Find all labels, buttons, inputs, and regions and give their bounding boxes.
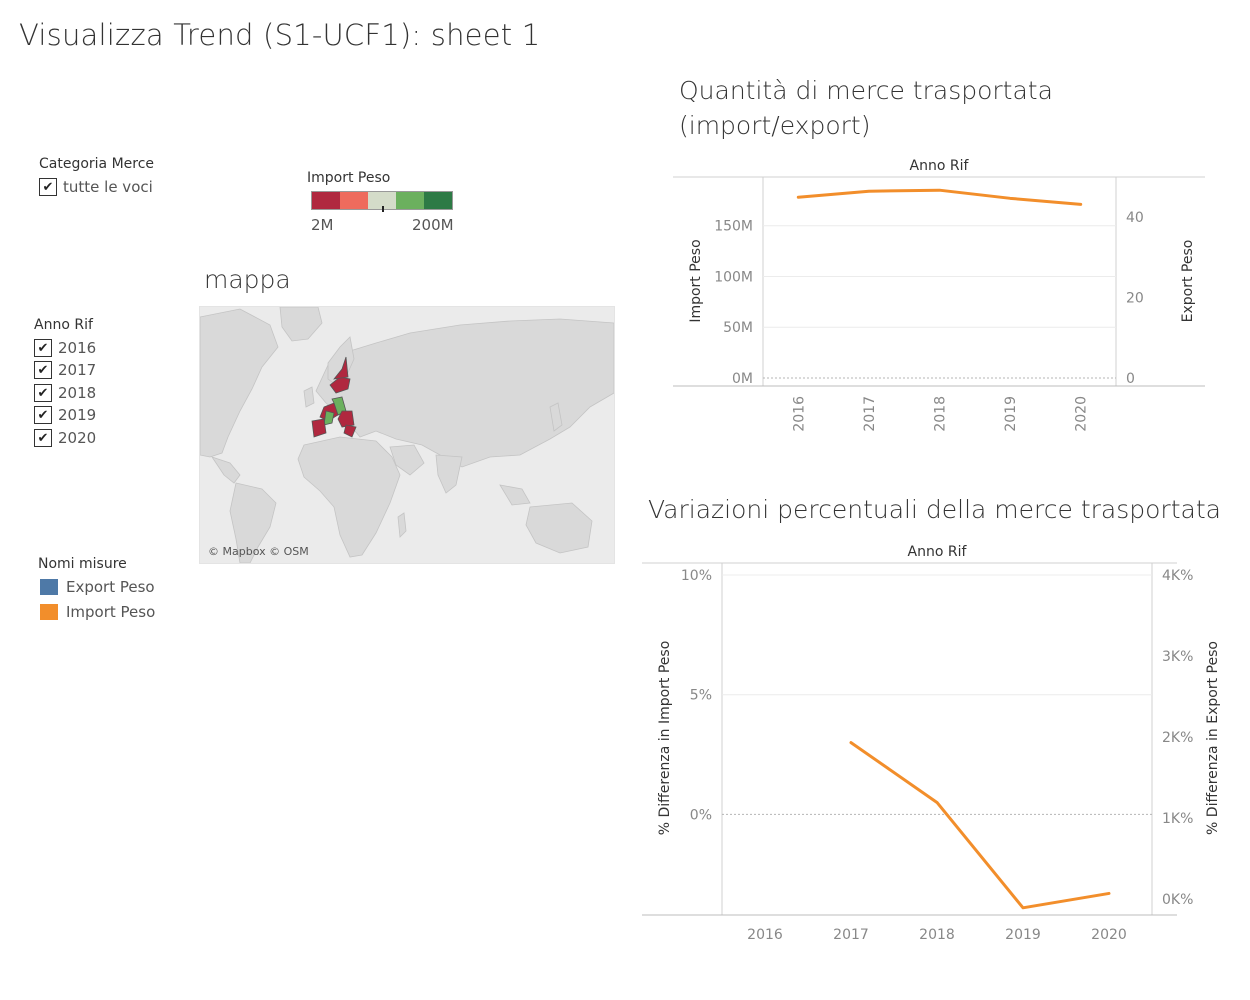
chart2-header: Anno Rif (908, 544, 968, 560)
page-title: Visualizza Trend (S1-UCF1): sheet 1 (19, 18, 541, 52)
y-tick-label: 0M (732, 371, 753, 387)
y-tick-label: 5% (690, 688, 712, 704)
chart2-ylabel: % Differenza in Import Peso (657, 641, 673, 836)
color-legend-title: Import Peso (307, 170, 391, 186)
chart1-header: Anno Rif (910, 158, 970, 174)
checkbox-icon[interactable]: ✔ (34, 384, 52, 402)
legend-swatch (40, 579, 58, 595)
checkbox-icon[interactable]: ✔ (34, 361, 52, 379)
anno-filter-item-2020[interactable]: ✔ 2020 (34, 429, 96, 447)
checkbox-icon[interactable]: ✔ (34, 406, 52, 424)
filter-item-label: 2018 (58, 384, 97, 402)
x-tick-label: 2019 (1005, 927, 1041, 943)
x-tick-label: 2016 (747, 927, 783, 943)
x-tick-label: 2017 (833, 927, 869, 943)
anno-filter-item-2016[interactable]: ✔ 2016 (34, 339, 96, 357)
chart1-yticks: 0M 50M 100M 150M (714, 219, 753, 387)
chart1-title-line: Quantità di merce trasportata (679, 76, 1053, 105)
x-tick-label: 2016 (791, 396, 807, 432)
y-tick-label-right: 40 (1126, 210, 1144, 226)
y-tick-label: 100M (714, 269, 753, 285)
chart1-ylabel-right: Export Peso (1180, 240, 1196, 323)
color-ramp-stop (424, 192, 452, 209)
y-tick-label-right: 0K% (1162, 892, 1193, 908)
y-tick-label: 0% (690, 807, 712, 823)
filter-item-label: tutte le voci (63, 178, 153, 196)
chart1-xticks: 2016 2017 2018 2019 2020 (791, 396, 1089, 432)
anno-filter-item-2019[interactable]: ✔ 2019 (34, 406, 96, 424)
checkbox-icon[interactable]: ✔ (39, 178, 57, 196)
chart1-yticks-right: 0 20 40 (1126, 210, 1144, 387)
measure-legend-title: Nomi misure (38, 556, 127, 572)
legend-label: Export Peso (66, 578, 155, 596)
y-tick-label: 150M (714, 219, 753, 235)
color-ramp-stop (340, 192, 368, 209)
world-map-svg (200, 307, 614, 563)
legend-item-export-peso[interactable]: Export Peso (40, 578, 155, 596)
filter-item-label: 2019 (58, 406, 97, 424)
chart1-title-line: (import/export) (679, 111, 871, 140)
data-point[interactable] (1019, 904, 1027, 912)
chart2-yticks: 0% 5% 10% (681, 568, 712, 823)
legend-label: Import Peso (66, 603, 156, 621)
chart1-ylabel: Import Peso (688, 239, 704, 322)
legend-swatch (40, 604, 58, 620)
anno-filter-item-2017[interactable]: ✔ 2017 (34, 361, 96, 379)
color-ramp (311, 191, 453, 210)
chart1-grid (763, 225, 1116, 379)
filter-item-label: 2020 (58, 429, 97, 447)
chart2-title: Variazioni percentuali della merce trasp… (648, 495, 1221, 524)
color-ramp-stop (368, 192, 396, 209)
chart2-yticks-right: 0K% 1K% 2K% 3K% 4K% (1162, 568, 1193, 908)
x-tick-label: 2019 (1003, 396, 1019, 432)
y-tick-label: 50M (723, 320, 753, 336)
checkbox-icon[interactable]: ✔ (34, 429, 52, 447)
world-map[interactable]: © Mapbox © OSM (199, 306, 615, 564)
map-attribution: © Mapbox © OSM (208, 545, 309, 558)
color-legend-min: 2M (311, 216, 334, 234)
chart2-grid (722, 574, 1152, 815)
legend-item-import-peso[interactable]: Import Peso (40, 603, 155, 621)
y-tick-label-right: 3K% (1162, 649, 1193, 665)
color-ramp-stop (396, 192, 424, 209)
checkbox-icon[interactable]: ✔ (34, 339, 52, 357)
filter-item-label: 2017 (58, 361, 97, 379)
x-tick-label: 2020 (1091, 927, 1127, 943)
chart1-title: Quantità di merce trasportata (import/ex… (679, 73, 1053, 143)
chart1-series (796, 188, 1083, 206)
series-line[interactable] (849, 741, 1111, 910)
color-legend-max: 200M (412, 216, 454, 234)
y-tick-label-right: 1K% (1162, 811, 1193, 827)
chart2-xticks: 2016 2017 2018 2019 2020 (747, 927, 1127, 943)
chart2-ylabel-right: % Differenza in Export Peso (1205, 641, 1221, 835)
chart2-series (847, 739, 1113, 912)
x-tick-label: 2018 (933, 396, 949, 432)
x-tick-label: 2018 (919, 927, 955, 943)
map-title: mappa (204, 265, 291, 294)
categoria-filter-item[interactable]: ✔ tutte le voci (39, 178, 153, 196)
y-tick-label: 10% (681, 568, 712, 584)
data-point[interactable] (847, 739, 855, 747)
data-point[interactable] (1105, 889, 1113, 897)
data-point[interactable] (933, 798, 941, 806)
color-ramp-marker (382, 206, 384, 212)
y-tick-label-right: 0 (1126, 371, 1135, 387)
y-tick-label-right: 20 (1126, 291, 1144, 307)
x-tick-label: 2020 (1074, 396, 1090, 432)
categoria-filter-title: Categoria Merce (39, 156, 155, 172)
color-ramp-stop (312, 192, 340, 209)
filter-item-label: 2016 (58, 339, 97, 357)
anno-filter-item-2018[interactable]: ✔ 2018 (34, 384, 96, 402)
series-line[interactable] (796, 188, 1083, 206)
y-tick-label-right: 4K% (1162, 568, 1193, 584)
x-tick-label: 2017 (862, 396, 878, 432)
y-tick-label-right: 2K% (1162, 730, 1193, 746)
anno-filter-title: Anno Rif (34, 317, 93, 333)
